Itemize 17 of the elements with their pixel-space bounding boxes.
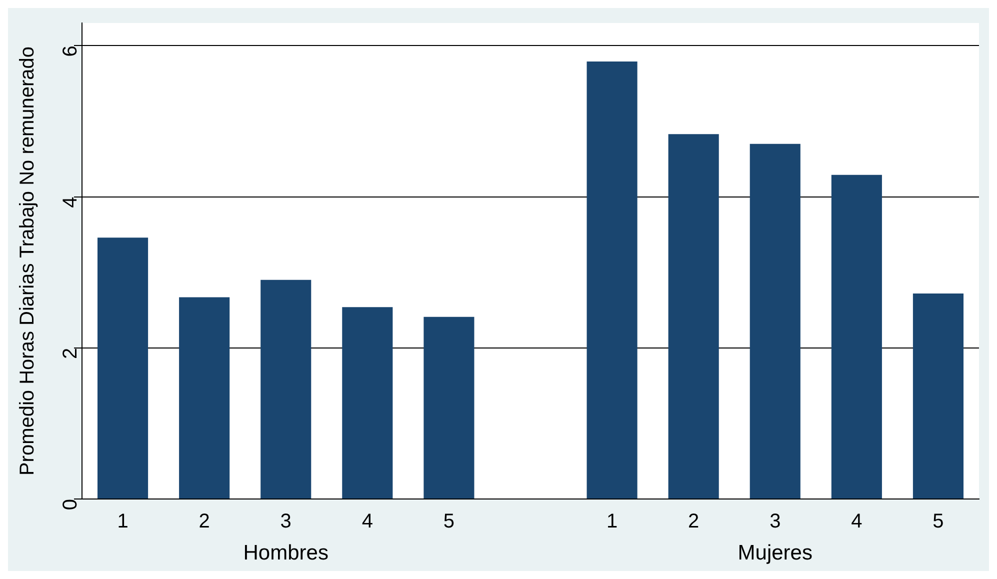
y-tick-label: 4	[60, 196, 82, 208]
x-tick-label: 5	[932, 510, 944, 533]
y-tick-label: 6	[60, 46, 82, 57]
x-tick-label: 2	[198, 510, 210, 533]
y-tick-label: 0	[60, 499, 82, 510]
x-tick-label: 2	[688, 510, 700, 533]
text: Hombres	[243, 541, 328, 564]
x-tick-label: 1	[117, 510, 128, 533]
x-tick-label: 5	[443, 510, 455, 533]
text: Mujeres	[738, 541, 812, 564]
x-tick-label: 1	[606, 510, 618, 533]
x-tick-label: 3	[770, 510, 781, 533]
x-tick-label: 3	[280, 510, 292, 533]
y-tick-label: 2	[60, 348, 82, 360]
y-axis-title: Promedio Horas Diarias Trabajo No remunerado	[16, 46, 39, 476]
x-tick-label: 4	[851, 510, 862, 533]
x-tick-label: 4	[362, 510, 373, 533]
